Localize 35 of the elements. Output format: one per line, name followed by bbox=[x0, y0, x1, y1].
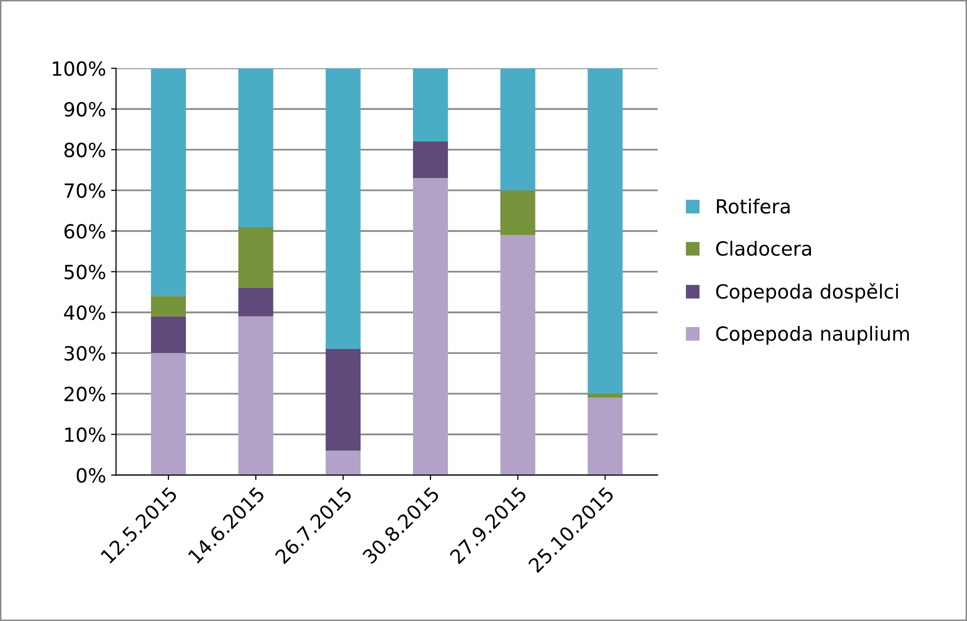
y-tick-label: 0% bbox=[76, 468, 106, 483]
bar bbox=[238, 68, 274, 227]
bar bbox=[588, 398, 623, 476]
bar bbox=[413, 142, 448, 178]
y-tick-label: 10% bbox=[65, 427, 106, 442]
bar bbox=[500, 235, 536, 476]
y-tick-label: 20% bbox=[64, 386, 106, 402]
legend-label: Cladocera bbox=[716, 240, 811, 256]
bar bbox=[588, 68, 623, 394]
bar bbox=[500, 68, 536, 190]
y-tick-label: 80% bbox=[64, 142, 106, 158]
y-tick-label: 90% bbox=[64, 102, 106, 117]
bar bbox=[238, 226, 274, 288]
legend-label: Rotifera bbox=[716, 198, 790, 214]
y-tick-label: 50% bbox=[64, 264, 106, 280]
bar bbox=[150, 296, 186, 316]
y-tick-label: 100% bbox=[52, 61, 106, 76]
bar bbox=[150, 353, 186, 476]
legend-label: Copepoda nauplium bbox=[716, 326, 909, 345]
bar bbox=[326, 450, 361, 476]
bar bbox=[150, 316, 186, 354]
y-tick-label: 40% bbox=[64, 305, 106, 320]
bar bbox=[238, 316, 274, 476]
bar bbox=[588, 394, 623, 398]
y-tick-label: 60% bbox=[64, 224, 106, 239]
legend-label: Copepoda dospělci bbox=[716, 282, 898, 303]
bar bbox=[238, 288, 274, 316]
bar bbox=[326, 68, 361, 349]
y-tick-label: 70% bbox=[64, 183, 106, 198]
bar bbox=[413, 68, 448, 142]
bar bbox=[500, 190, 536, 236]
bar bbox=[413, 178, 448, 476]
y-tick-label: 30% bbox=[64, 346, 106, 361]
bar bbox=[326, 348, 361, 451]
bar bbox=[150, 68, 186, 296]
